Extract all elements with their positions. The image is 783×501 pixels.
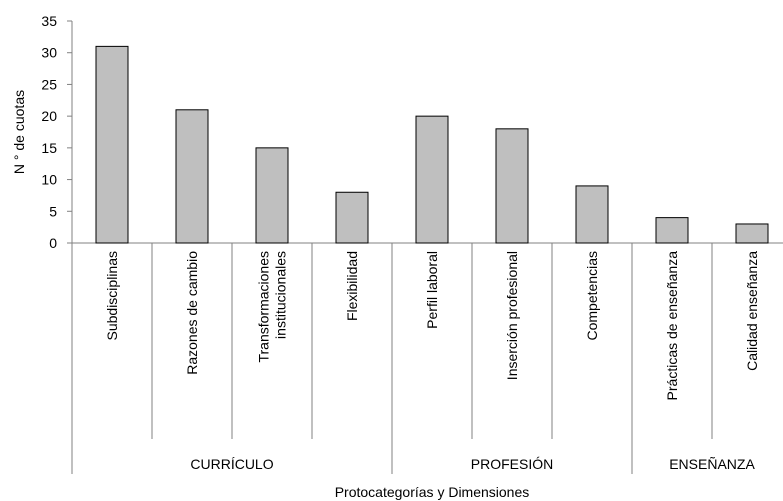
y-tick-label: 15 xyxy=(41,140,57,156)
y-tick-label: 30 xyxy=(41,45,57,61)
category-label: Transformacionesinstitucionales xyxy=(256,251,289,363)
y-tick-label: 10 xyxy=(41,172,57,188)
axes xyxy=(67,20,783,474)
bar xyxy=(415,115,449,244)
category-label: Razones de cambio xyxy=(184,251,200,375)
category-label: Flexibilidad xyxy=(344,251,360,321)
y-tick-label: 5 xyxy=(49,203,57,219)
category-label: Perfil laboral xyxy=(424,251,440,329)
category-label: Competencias xyxy=(584,251,600,341)
category-label: Subdisciplinas xyxy=(104,251,120,341)
labels: 0 5 10 15 20 25 30 35 Subdisciplinas Razones de c… xyxy=(41,13,760,472)
bar xyxy=(335,191,369,244)
bar xyxy=(495,128,529,244)
y-tick-label: 20 xyxy=(41,108,57,124)
bar xyxy=(655,217,689,244)
y-tick-label: 25 xyxy=(41,76,57,92)
y-tick-label: 35 xyxy=(41,13,57,29)
bar xyxy=(255,147,289,244)
bars xyxy=(95,45,769,244)
category-label: Inserción profesional xyxy=(504,251,520,380)
x-axis-title: Protocategorías y Dimensiones xyxy=(335,484,530,500)
category-label: Calidad enseñanza xyxy=(744,251,760,371)
bar xyxy=(575,185,609,244)
bar xyxy=(735,223,769,244)
y-tick-label: 0 xyxy=(49,235,57,251)
bar xyxy=(175,109,209,244)
group-label: ENSEÑANZA xyxy=(669,456,755,472)
group-label: PROFESIÓN xyxy=(471,456,553,472)
category-label: Prácticas de enseñanza xyxy=(664,251,680,401)
group-label: CURRÍCULO xyxy=(190,456,273,472)
y-axis-title: N ° de cuotas xyxy=(11,90,27,174)
bar xyxy=(95,45,129,244)
